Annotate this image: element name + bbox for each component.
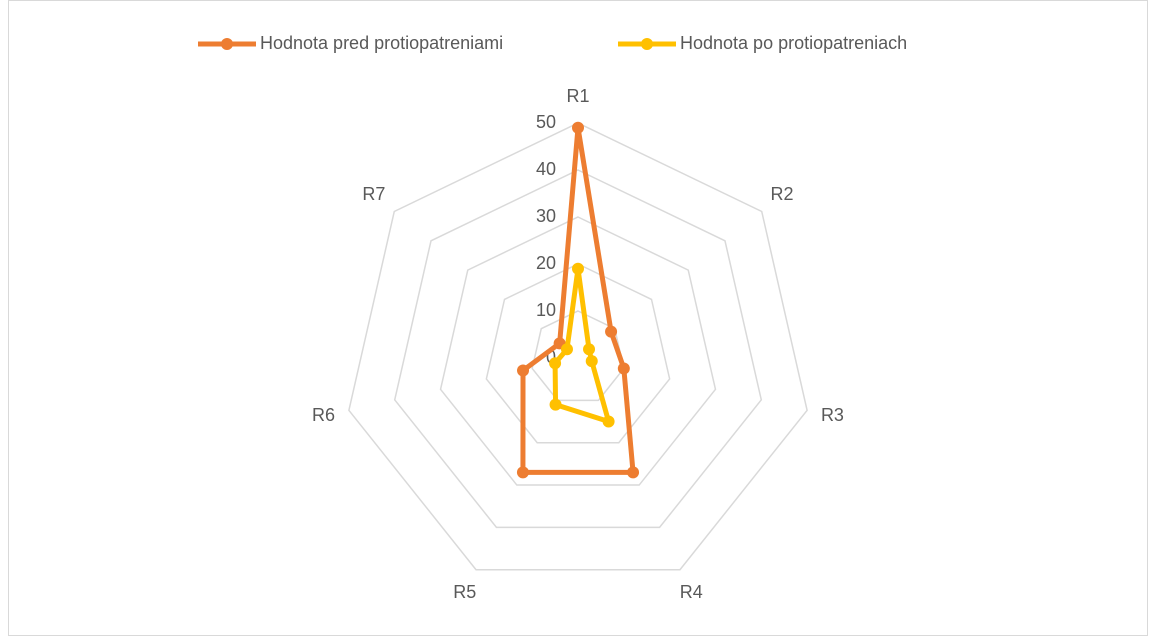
data-point — [617, 362, 630, 375]
data-point — [572, 262, 584, 275]
tick-label: 0 — [546, 347, 556, 367]
tick-label: 30 — [536, 206, 556, 226]
grid-ring — [348, 122, 808, 571]
data-point — [627, 466, 640, 479]
category-label: R3 — [821, 405, 844, 425]
data-point — [583, 343, 596, 356]
grid-ring — [531, 310, 625, 402]
legend-label: Hodnota po protiopatreniach — [680, 33, 907, 53]
grid-ring — [439, 216, 717, 486]
chart-border — [8, 0, 1148, 636]
data-point — [517, 364, 530, 377]
data-point — [605, 325, 618, 338]
data-point — [560, 343, 573, 356]
category-label: R5 — [453, 582, 476, 602]
grid-ring — [485, 263, 671, 444]
category-label: R7 — [362, 184, 385, 204]
grid-ring — [393, 169, 763, 529]
data-point — [572, 121, 584, 134]
tick-label: 10 — [536, 300, 556, 320]
category-label: R2 — [771, 184, 794, 204]
category-label: R1 — [566, 86, 589, 106]
legend-marker — [221, 38, 233, 50]
data-point — [516, 466, 529, 479]
data-point — [549, 357, 562, 370]
data-point — [585, 355, 598, 368]
legend-marker — [641, 38, 653, 50]
category-label: R6 — [312, 405, 335, 425]
tick-label: 20 — [536, 253, 556, 273]
data-point — [549, 398, 562, 411]
data-point — [602, 415, 615, 428]
series-line — [520, 125, 636, 475]
tick-label: 40 — [536, 159, 556, 179]
tick-label: 50 — [536, 112, 556, 132]
category-label: R4 — [680, 582, 703, 602]
legend-label: Hodnota pred protiopatreniami — [260, 33, 503, 53]
